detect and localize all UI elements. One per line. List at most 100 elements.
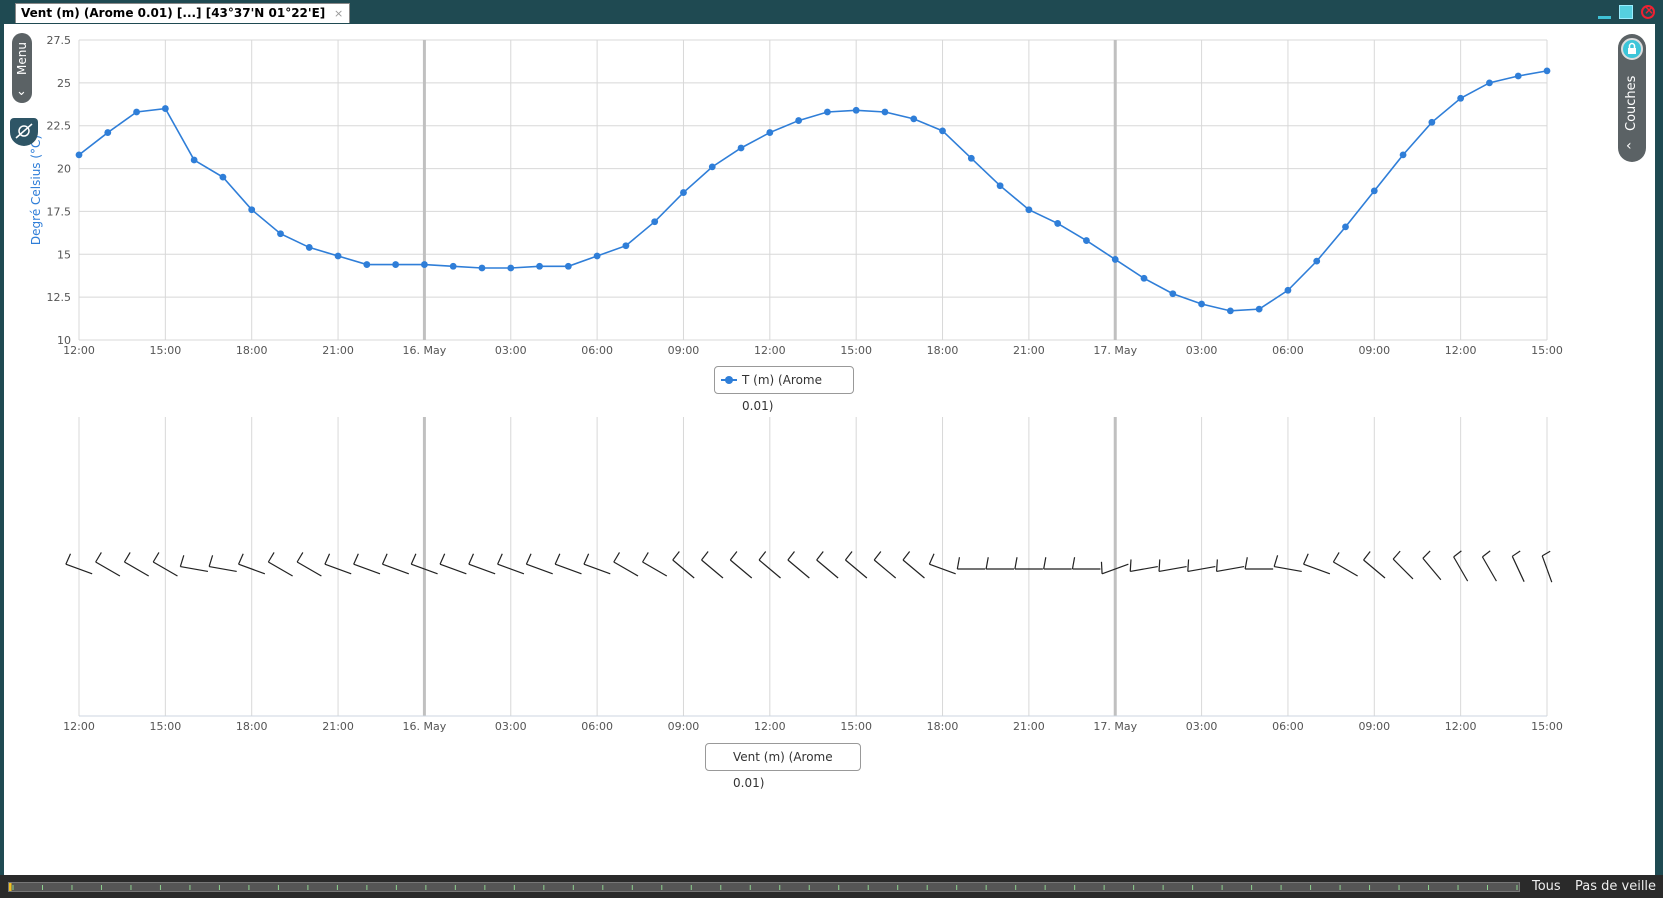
wind-barb-shaft	[672, 559, 695, 579]
wind-barb-shaft	[1511, 556, 1525, 582]
wind-barb	[324, 553, 352, 575]
x-tick-label: 06:00	[1272, 344, 1304, 357]
x-tick-label: 06:00	[1272, 720, 1304, 733]
wind-barb-shaft	[1363, 559, 1386, 579]
x-tick-label: 15:00	[1531, 344, 1563, 357]
maximize-icon[interactable]	[1619, 5, 1633, 19]
wind-barb-shaft	[152, 561, 178, 577]
x-tick-label: 18:00	[927, 344, 959, 357]
temperature-legend[interactable]: T (m) (Arome 0.01)	[714, 366, 854, 413]
wind-barb-feather	[381, 553, 388, 565]
wind-barb-shaft	[873, 559, 897, 579]
temperature-point	[593, 252, 601, 260]
wind-barb-feather	[410, 553, 417, 565]
temperature-point	[852, 106, 860, 114]
wind-barb-shaft	[65, 563, 93, 575]
minimize-icon[interactable]	[1598, 15, 1611, 19]
chevron-left-icon: ‹	[1626, 138, 1632, 154]
wind-barb	[928, 553, 956, 575]
wind-barb-feather	[123, 552, 131, 563]
x-tick-label: 21:00	[322, 720, 354, 733]
x-tick-label: 17. May	[1093, 344, 1137, 357]
menu-label: Menu	[15, 42, 29, 76]
x-tick-label: 12:00	[1445, 344, 1477, 357]
wind-barb-shaft	[1541, 555, 1553, 583]
legend-marker-icon	[721, 376, 737, 384]
chevron-down-icon: ⌄	[16, 84, 27, 99]
x-tick-label: 17. May	[1093, 720, 1137, 733]
y-tick-label: 22.5	[47, 120, 72, 133]
wind-legend[interactable]: Vent (m) (Arome 0.01)	[705, 743, 861, 790]
wind-barb-feather	[439, 553, 446, 565]
window-controls	[1598, 3, 1655, 20]
temperature-point	[996, 182, 1004, 190]
x-tick-label: 03:00	[1186, 720, 1218, 733]
wind-barb-feather	[468, 553, 475, 565]
tab-close-icon[interactable]: ×	[334, 7, 344, 20]
wind-barb-shaft	[787, 559, 810, 579]
lock-icon[interactable]	[1621, 38, 1643, 60]
wind-barb-feather	[1422, 550, 1431, 559]
wind-barb-feather	[525, 553, 532, 565]
wind-barb-shaft	[701, 559, 724, 579]
wind-barb-feather	[1244, 557, 1248, 570]
wind-barb	[844, 551, 868, 579]
wind-barb-shaft	[1101, 563, 1129, 575]
temperature-point	[536, 262, 543, 270]
wind-barb-shaft	[1392, 558, 1414, 580]
x-tick-label: 18:00	[236, 344, 268, 357]
x-tick-label: 21:00	[1013, 720, 1045, 733]
wind-barb-feather	[1541, 550, 1551, 557]
wind-barb-shaft	[613, 561, 639, 577]
wind-barb	[1071, 557, 1101, 570]
x-tick-label: 12:00	[63, 344, 95, 357]
sun-cloud-icon	[15, 123, 33, 139]
x-tick-label: 21:00	[1013, 344, 1045, 357]
close-icon[interactable]	[1641, 3, 1655, 19]
wind-barb	[1014, 557, 1043, 570]
layers-label: Couches	[1624, 75, 1639, 131]
x-tick-label: 16. May	[403, 344, 447, 357]
timeline-slider[interactable]	[8, 882, 1520, 892]
wind-barb	[873, 551, 897, 579]
x-tick-label: 12:00	[63, 720, 95, 733]
x-tick-label: 09:00	[668, 720, 700, 733]
x-tick-label: 16. May	[403, 720, 447, 733]
wind-barb-feather	[296, 552, 304, 563]
wind-barb-shaft	[180, 565, 209, 573]
x-tick-label: 03:00	[495, 720, 527, 733]
wind-barb	[1481, 550, 1497, 582]
x-tick-label: 12:00	[754, 720, 786, 733]
tab-chart-window[interactable]: Vent (m) (Arome 0.01) [...] [43°37'N 01°…	[15, 3, 351, 23]
standby-button[interactable]: Pas de veille	[1575, 879, 1657, 894]
temperature-point	[1255, 305, 1263, 313]
chart-panel: 10 12.5 15 17.5 20 22.5 25 27.5 12:00 15:00 18:00 2…	[4, 24, 1655, 875]
wind-barb	[985, 557, 1015, 570]
wind-barb	[238, 553, 266, 575]
wind-chart: 12:00 15:00 18:00 21:00 16. May 03:00 06:00 09:…	[63, 417, 1563, 733]
wind-barb-shaft	[1130, 565, 1158, 573]
wind-barb-feather	[642, 552, 649, 563]
wind-barb-shaft	[902, 559, 925, 579]
wind-barb	[95, 552, 121, 577]
wind-barb-feather	[1392, 550, 1401, 560]
wind-barb	[497, 553, 525, 575]
wind-barb-shaft	[382, 563, 409, 575]
wind-barb-feather	[1273, 555, 1279, 567]
temperature-point	[1284, 286, 1292, 294]
wind-barb-feather	[1014, 557, 1018, 570]
all-button[interactable]: Tous	[1532, 879, 1561, 894]
x-tick-label: 03:00	[495, 344, 527, 357]
wind-barb	[296, 552, 322, 577]
layers-toggle[interactable]: Couches ‹	[1618, 34, 1646, 162]
y-tick-label: 12.5	[47, 291, 72, 304]
wind-barb	[1392, 550, 1414, 580]
wind-barb-feather	[985, 557, 989, 570]
weather-icon[interactable]	[10, 118, 38, 146]
temperature-point	[708, 163, 716, 171]
wind-barb-shaft	[816, 559, 839, 579]
wind-barb	[1541, 550, 1553, 583]
menu-toggle[interactable]: Menu ⌄	[12, 33, 32, 103]
temperature-point	[1342, 223, 1349, 231]
x-tick-label: 15:00	[840, 344, 872, 357]
